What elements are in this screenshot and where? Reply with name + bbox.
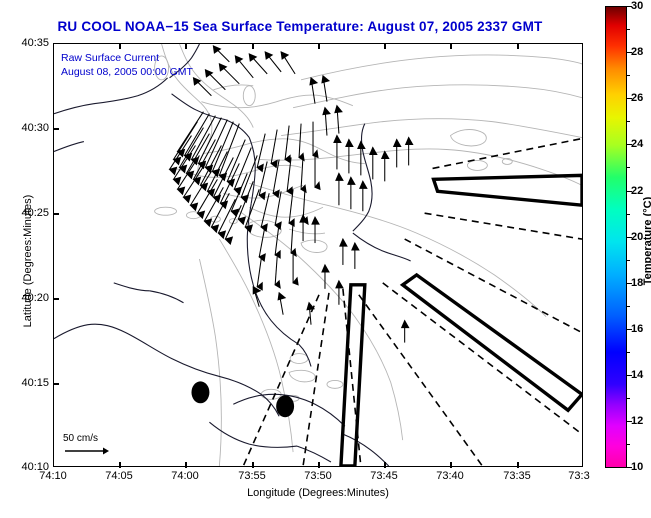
colorbar-tick-label: 28: [631, 46, 644, 58]
x-tick-label: 74:05: [105, 470, 133, 482]
coastline: [54, 44, 411, 466]
colorbar-tick-label: 14: [631, 369, 644, 381]
radial-lines: [242, 137, 582, 466]
station-marker: [276, 395, 295, 418]
colorbar-tick-label: 16: [631, 323, 644, 335]
x-tick-mark: [517, 462, 519, 468]
y-tick-label: 40:20: [21, 292, 49, 304]
x-axis-label: Longitude (Degrees:Minutes): [247, 487, 389, 499]
x-tick-mark: [119, 462, 121, 468]
x-tick-mark: [450, 462, 452, 468]
colorbar-tick-label: 24: [631, 138, 644, 150]
x-tick-mark: [185, 462, 187, 468]
annotation-line-2: August 08, 2005 00:00 GMT: [61, 66, 193, 78]
x-tick-label: 74:10: [39, 470, 67, 482]
y-tick-label: 40:30: [21, 122, 49, 134]
bathymetry-contours: [154, 44, 582, 466]
x-tick-mark-top: [252, 43, 254, 49]
x-tick-label: 73:40: [436, 470, 464, 482]
surface-current-annotation: Raw Surface Current August 08, 2005 00:0…: [61, 51, 193, 79]
y-tick-mark: [53, 383, 59, 385]
colorbar-tick-label: 26: [631, 92, 644, 104]
y-tick-mark: [53, 213, 59, 215]
map-graphics: [54, 44, 582, 466]
colorbar-title: Temperature (°C): [642, 196, 651, 286]
y-tick-label: 40:25: [21, 207, 49, 219]
colorbar-tick-label: 20: [631, 231, 644, 243]
x-tick-label: 73:55: [238, 470, 266, 482]
station-markers: [191, 381, 295, 418]
colorbar-gradient: [606, 7, 626, 467]
y-tick-label: 40:15: [21, 377, 49, 389]
x-tick-mark-top: [450, 43, 452, 49]
scale-bar-label: 50 cm/s: [63, 433, 99, 444]
colorbar-tick-label: 18: [631, 277, 644, 289]
map-plot-area: Raw Surface Current August 08, 2005 00:0…: [53, 43, 583, 467]
scale-bar: 50 cm/s: [63, 433, 111, 463]
transect-polygons: [339, 173, 582, 466]
colorbar-tick-label: 22: [631, 185, 644, 197]
y-tick-label: 40:35: [21, 37, 49, 49]
colorbar: [605, 6, 627, 468]
colorbar-tick-label: 10: [631, 461, 644, 473]
x-tick-mark-top: [517, 43, 519, 49]
y-tick-mark: [53, 298, 59, 300]
right-arrow-icon: [65, 447, 109, 455]
x-tick-mark: [252, 462, 254, 468]
x-tick-mark: [318, 462, 320, 468]
x-tick-label: 73:50: [304, 470, 332, 482]
x-tick-label: 74:00: [171, 470, 199, 482]
x-tick-mark: [384, 462, 386, 468]
colorbar-tick-label: 30: [631, 0, 644, 12]
y-axis-label: Latitude (Degrees:Minutes): [22, 194, 34, 328]
figure-title: RU COOL NOAA−15 Sea Surface Temperature:…: [57, 19, 543, 34]
y-tick-label: 40:10: [21, 461, 49, 473]
colorbar-tick-label: 12: [631, 415, 644, 427]
x-tick-mark-top: [318, 43, 320, 49]
x-tick-label: 73:45: [370, 470, 398, 482]
x-tick-mark-top: [119, 43, 121, 49]
station-marker: [191, 381, 210, 404]
x-tick-label: 73:3: [568, 470, 590, 482]
x-tick-mark-top: [185, 43, 187, 49]
surface-current-vectors: [168, 45, 414, 343]
y-tick-mark: [53, 128, 59, 130]
annotation-line-1: Raw Surface Current: [61, 52, 160, 64]
x-tick-mark-top: [384, 43, 386, 49]
x-tick-label: 73:35: [503, 470, 531, 482]
